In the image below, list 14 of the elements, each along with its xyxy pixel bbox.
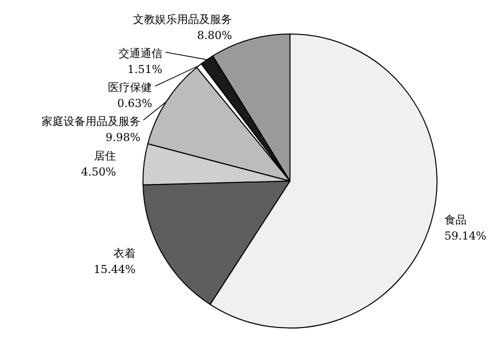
slice-label: 医疗保健 (108, 81, 152, 94)
data-label: 1.51% (127, 63, 162, 76)
slice-label: 食品 (444, 214, 466, 227)
slice-label: 交通通信 (118, 47, 162, 60)
data-label: 4.50% (81, 166, 116, 179)
data-label: 0.63% (117, 97, 152, 110)
data-label: 59.14% (444, 230, 486, 243)
slice-label: 文教娱乐用品及服务 (133, 13, 232, 26)
slice-label: 居住 (94, 150, 116, 163)
data-label: 8.80% (197, 29, 232, 42)
slice-label: 衣着 (114, 246, 136, 260)
slice-label: 家庭设备用品及服务 (41, 115, 140, 128)
data-label: 15.44% (94, 262, 136, 276)
data-label: 9.98% (105, 131, 140, 144)
